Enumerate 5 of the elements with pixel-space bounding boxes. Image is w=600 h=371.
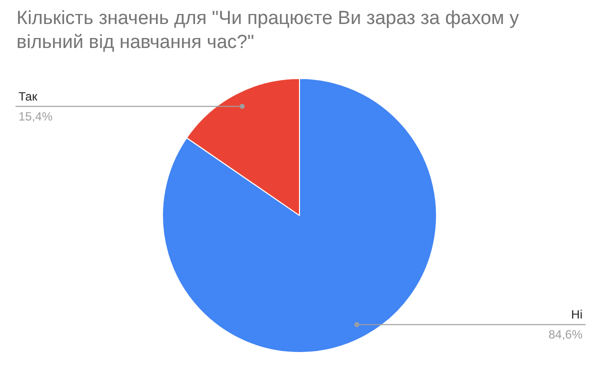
data-label: 84,6% xyxy=(548,328,583,342)
chart-title: Кількість значень для "Чи працюєте Ви зараз за фахом у вільний від навчання час?" xyxy=(16,8,520,53)
slice-label: Ні xyxy=(571,308,583,322)
slice-label: Так xyxy=(18,89,38,104)
data-label: 15,4% xyxy=(18,109,53,124)
